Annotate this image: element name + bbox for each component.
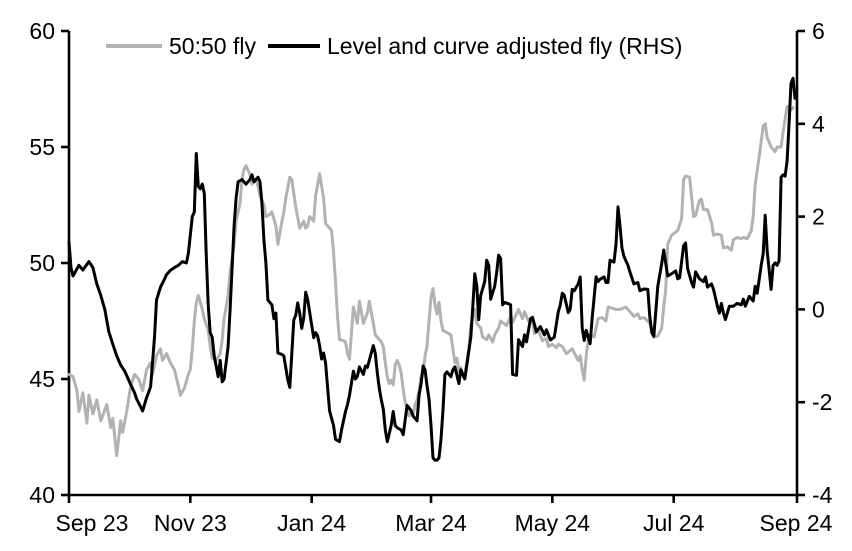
axis-bottom-tick-label: Sep 24 [760,510,833,536]
axis-bottom-tick-label: Mar 24 [395,510,467,536]
series-line-level-and-curve-adjusted-fly-rhs [67,76,797,462]
axis-right-tick-label: 4 [812,111,825,137]
axis-left-tick-label: 50 [29,250,55,276]
axis-left-tick-label: 40 [29,482,55,508]
axis-right-tick-label: 0 [812,296,825,322]
axis-bottom-tick-label: Sep 23 [56,510,129,536]
axis-right-tick-label: 2 [812,204,825,230]
axis-bottom-tick-label: Nov 23 [154,510,227,536]
axis-right-tick-label: -2 [812,389,832,415]
series-line-50-50-fly [67,104,795,458]
axis-bottom-tick-label: Jul 24 [643,510,705,536]
axis-bottom-tick-label: May 24 [515,510,591,536]
axis-left-tick-label: 55 [29,134,55,160]
axis-right-tick-label: 6 [812,18,825,44]
axis-right-tick-label: -4 [812,482,833,508]
axis-left-tick-label: 45 [29,366,55,392]
axis-left-tick-label: 60 [29,18,55,44]
axis-bottom-tick-label: Jan 24 [277,510,346,536]
